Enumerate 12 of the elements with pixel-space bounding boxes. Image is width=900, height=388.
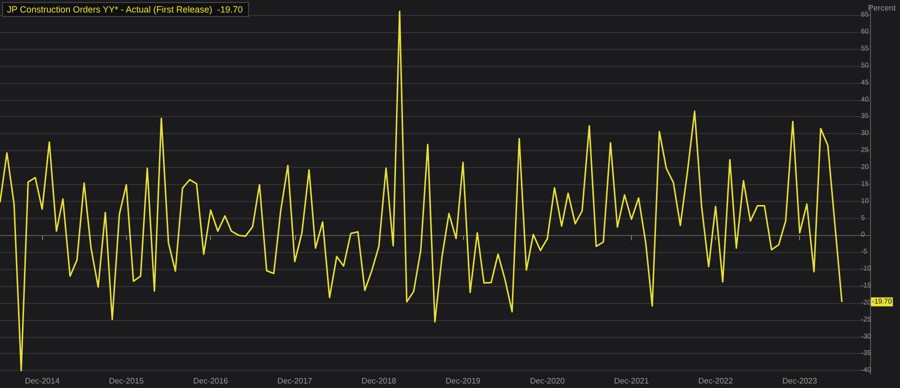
y-axis-title: Percent [868, 3, 896, 12]
x-tick-label: Dec-2014 [24, 376, 60, 386]
x-tick-label: Dec-2023 [782, 376, 818, 386]
x-tick-label: Dec-2015 [108, 376, 144, 386]
x-tick-label: Dec-2020 [530, 376, 566, 386]
chart-title: JP Construction Orders YY* - Actual (First Release) -19.70 [7, 4, 243, 14]
x-tick-label: Dec-2018 [362, 376, 397, 386]
x-tick-label: Dec-2021 [614, 376, 650, 386]
x-tick-label: Dec-2022 [698, 376, 734, 386]
x-tick-label: Dec-2017 [277, 376, 313, 386]
x-tick-label: Dec-2016 [193, 376, 229, 386]
x-tick-label: Dec-2019 [446, 376, 481, 386]
